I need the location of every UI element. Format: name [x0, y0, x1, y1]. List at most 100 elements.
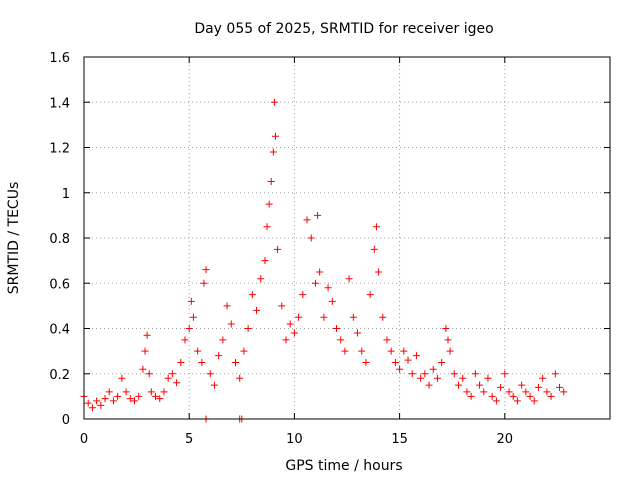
data-point — [450, 370, 458, 378]
data-point — [139, 365, 147, 373]
data-point — [539, 374, 547, 382]
data-point — [236, 374, 244, 382]
data-point — [316, 268, 324, 276]
grid-layer — [84, 57, 610, 419]
axis-ticks — [83, 56, 610, 420]
data-point — [400, 347, 408, 355]
data-point — [311, 279, 319, 287]
data-point — [145, 370, 153, 378]
data-point — [299, 291, 307, 299]
data-point — [358, 347, 366, 355]
data-point — [135, 392, 143, 400]
data-point — [560, 388, 568, 396]
data-point — [341, 347, 349, 355]
data-point — [366, 291, 374, 299]
data-point — [383, 336, 391, 344]
data-point — [261, 257, 269, 265]
data-point — [438, 358, 446, 366]
data-point — [122, 388, 130, 396]
x-tick-label: 15 — [391, 432, 408, 447]
data-point — [372, 223, 380, 231]
x-tick-label: 0 — [80, 432, 88, 447]
data-point — [156, 395, 164, 403]
data-point — [173, 379, 181, 387]
data-point — [84, 399, 92, 407]
tick-labels: 0 5 10 15 20 0 0.2 0.4 0.6 0.8 1 1.2 1.4 1.6 — [49, 51, 513, 447]
x-axis-label: GPS time / hours — [285, 458, 402, 474]
data-point — [286, 320, 294, 328]
data-points — [80, 98, 568, 423]
data-point — [387, 347, 395, 355]
data-point — [114, 392, 122, 400]
y-tick-label: 0.4 — [49, 323, 70, 338]
data-point — [492, 397, 500, 405]
y-tick-label: 0 — [62, 413, 70, 428]
data-point — [88, 404, 96, 412]
data-point — [126, 395, 134, 403]
data-point — [455, 381, 463, 389]
chart-title: Day 055 of 2025, SRMTID for receiver ige… — [194, 21, 493, 37]
data-point — [231, 358, 239, 366]
data-point — [345, 275, 353, 283]
data-point — [444, 336, 452, 344]
data-point — [240, 347, 248, 355]
data-point — [480, 388, 488, 396]
data-point — [189, 313, 197, 321]
data-point — [263, 223, 271, 231]
y-tick-label: 1 — [62, 187, 70, 202]
data-point — [109, 397, 117, 405]
y-tick-label: 1.4 — [49, 96, 70, 111]
data-point — [227, 320, 235, 328]
data-point — [206, 370, 214, 378]
data-point — [526, 392, 534, 400]
data-point — [501, 370, 509, 378]
data-point — [200, 279, 208, 287]
data-point — [244, 325, 252, 332]
data-point — [332, 325, 340, 332]
data-point — [210, 381, 218, 389]
y-tick-label: 0.6 — [49, 277, 70, 292]
data-point — [497, 383, 505, 391]
x-tick-label: 20 — [497, 432, 514, 447]
data-point — [168, 370, 176, 378]
data-point — [412, 352, 420, 360]
plot-frame — [83, 56, 611, 420]
y-axis-label: SRMTID / TECUs — [6, 182, 22, 295]
data-point — [141, 347, 149, 355]
data-point — [295, 313, 303, 321]
data-point — [547, 392, 555, 400]
data-point — [513, 397, 521, 405]
data-point — [442, 325, 450, 332]
data-point — [314, 211, 322, 219]
data-point — [421, 370, 429, 378]
data-point — [223, 302, 231, 310]
data-point — [181, 336, 189, 344]
data-point — [320, 313, 328, 321]
data-point — [484, 374, 492, 382]
data-point — [467, 392, 475, 400]
data-point — [396, 365, 404, 373]
data-point — [425, 381, 433, 389]
data-point — [278, 302, 286, 310]
data-point — [194, 347, 202, 355]
data-point — [187, 297, 195, 305]
data-point — [518, 381, 526, 389]
data-point — [375, 268, 383, 276]
data-point — [476, 381, 484, 389]
data-point — [265, 200, 273, 208]
data-point — [337, 336, 345, 344]
data-point — [522, 388, 530, 396]
data-point — [505, 388, 513, 396]
data-point — [446, 347, 454, 355]
data-point — [370, 245, 378, 253]
data-point — [408, 370, 416, 378]
data-point — [282, 336, 290, 344]
data-point — [362, 358, 370, 366]
data-point — [417, 374, 425, 382]
data-point — [433, 374, 441, 382]
data-point — [551, 370, 559, 378]
data-point — [307, 234, 315, 242]
data-point — [147, 388, 155, 396]
y-tick-label: 1.2 — [49, 142, 70, 157]
data-point — [160, 388, 168, 396]
